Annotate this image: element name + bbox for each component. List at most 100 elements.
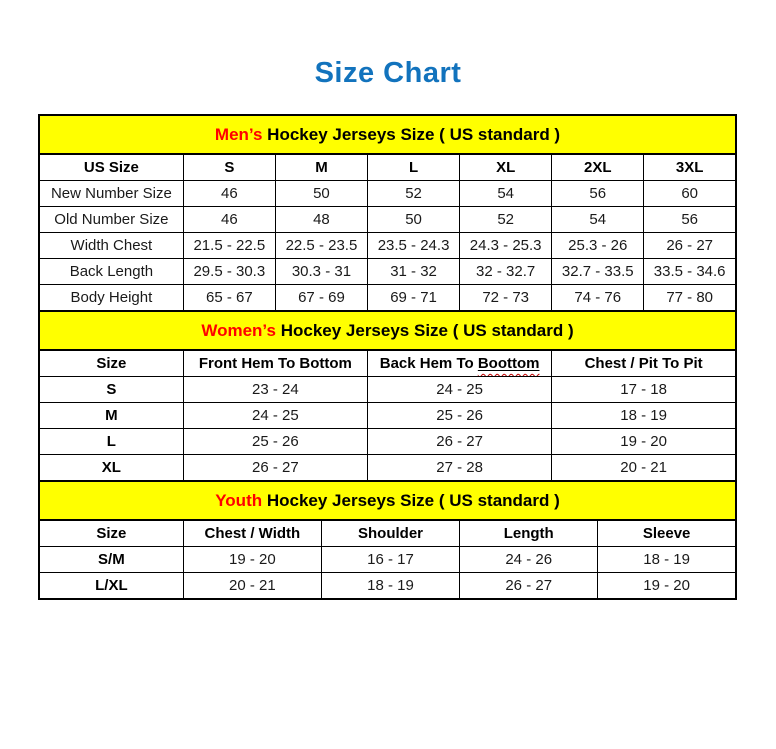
cell: 56 xyxy=(551,180,645,207)
cell: 77 - 80 xyxy=(643,284,737,312)
cell: 29.5 - 30.3 xyxy=(182,258,276,285)
cell: 26 - 27 xyxy=(459,572,599,600)
cell: 19 - 20 xyxy=(597,572,737,600)
table-row: S/M 19 - 20 16 - 17 24 - 26 18 - 19 xyxy=(38,546,737,573)
cell: 17 - 18 xyxy=(551,376,737,403)
womens-table-heading: Women’s Hockey Jerseys Size ( US standar… xyxy=(38,310,737,351)
column-header: Back Hem To Boottom xyxy=(366,349,553,377)
column-header: XL xyxy=(459,153,553,181)
table-row: M 24 - 25 25 - 26 18 - 19 xyxy=(38,402,737,429)
table-row: Old Number Size 46 48 50 52 54 56 xyxy=(38,206,737,233)
row-label: S/M xyxy=(38,546,184,573)
row-label: Old Number Size xyxy=(38,206,184,233)
cell: 26 - 27 xyxy=(182,454,369,482)
column-header: 2XL xyxy=(551,153,645,181)
column-header: Shoulder xyxy=(320,519,461,547)
row-label: XL xyxy=(38,454,184,482)
row-label: Body Height xyxy=(38,284,184,312)
table-row: New Number Size 46 50 52 54 56 60 xyxy=(38,180,737,207)
cell: 25.3 - 26 xyxy=(551,232,645,259)
cell: 26 - 27 xyxy=(366,428,553,455)
mens-heading-row: Men’s Hockey Jerseys Size ( US standard … xyxy=(38,114,737,155)
cell: 50 xyxy=(366,206,461,233)
cell: 33.5 - 34.6 xyxy=(643,258,737,285)
cell: 22.5 - 23.5 xyxy=(274,232,369,259)
misspelled-word: Boottom xyxy=(477,355,540,372)
heading-highlight: Women’s xyxy=(201,320,276,340)
mens-size-table: Men’s Hockey Jerseys Size ( US standard … xyxy=(38,114,737,312)
row-label: M xyxy=(38,402,184,429)
table-row: L 25 - 26 26 - 27 19 - 20 xyxy=(38,428,737,455)
row-label: L/XL xyxy=(38,572,184,600)
heading-rest: Hockey Jerseys Size ( US standard ) xyxy=(262,490,560,510)
column-header: US Size xyxy=(38,153,184,181)
column-header: Size xyxy=(38,349,184,377)
heading-rest: Hockey Jerseys Size ( US standard ) xyxy=(262,124,561,144)
size-tables-container: Men’s Hockey Jerseys Size ( US standard … xyxy=(38,114,737,600)
cell: 48 xyxy=(274,206,369,233)
column-header: Front Hem To Bottom xyxy=(182,349,369,377)
cell: 25 - 26 xyxy=(182,428,369,455)
cell: 16 - 17 xyxy=(320,546,461,573)
cell: 18 - 19 xyxy=(551,402,737,429)
column-header-row: US Size S M L XL 2XL 3XL xyxy=(38,153,737,181)
cell: 19 - 20 xyxy=(551,428,737,455)
heading-highlight: Men’s xyxy=(214,124,263,144)
mens-table-heading: Men’s Hockey Jerseys Size ( US standard … xyxy=(38,114,737,155)
column-header: S xyxy=(182,153,276,181)
row-label: S xyxy=(38,376,184,403)
cell: 46 xyxy=(182,180,276,207)
table-row: S 23 - 24 24 - 25 17 - 18 xyxy=(38,376,737,403)
cell: 52 xyxy=(366,180,461,207)
cell: 32.7 - 33.5 xyxy=(551,258,645,285)
column-header-row: Size Front Hem To Bottom Back Hem To Boott… xyxy=(38,349,737,377)
table-row: Back Length 29.5 - 30.3 30.3 - 31 31 - 32 32… xyxy=(38,258,737,285)
column-header: M xyxy=(274,153,369,181)
cell: 24 - 25 xyxy=(366,376,553,403)
size-chart-page: Size Chart Men’s Hockey Jerseys Size ( U… xyxy=(0,57,776,600)
row-label: New Number Size xyxy=(38,180,184,207)
column-header-row: Size Chest / Width Shoulder Length Sleeve xyxy=(38,519,737,547)
table-row: Width Chest 21.5 - 22.5 22.5 - 23.5 23.5 - … xyxy=(38,232,737,259)
column-header: L xyxy=(366,153,461,181)
cell: 24 - 25 xyxy=(182,402,369,429)
cell: 65 - 67 xyxy=(182,284,276,312)
column-header: Length xyxy=(459,519,599,547)
cell: 24 - 26 xyxy=(459,546,599,573)
table-row: XL 26 - 27 27 - 28 20 - 21 xyxy=(38,454,737,482)
row-label: Back Length xyxy=(38,258,184,285)
cell: 18 - 19 xyxy=(597,546,737,573)
cell: 23.5 - 24.3 xyxy=(366,232,461,259)
cell: 46 xyxy=(182,206,276,233)
cell: 50 xyxy=(274,180,369,207)
heading-rest: Hockey Jerseys Size ( US standard ) xyxy=(275,320,574,340)
page-title: Size Chart xyxy=(314,57,462,89)
column-header: Size xyxy=(38,519,184,547)
cell: 20 - 21 xyxy=(182,572,322,600)
cell: 23 - 24 xyxy=(182,376,369,403)
cell: 74 - 76 xyxy=(551,284,645,312)
cell: 54 xyxy=(551,206,645,233)
column-header: 3XL xyxy=(643,153,737,181)
youth-size-table: Youth Hockey Jerseys Size ( US standard … xyxy=(38,480,737,600)
cell: 32 - 32.7 xyxy=(459,258,553,285)
row-label: L xyxy=(38,428,184,455)
table-row: Body Height 65 - 67 67 - 69 69 - 71 72 - 73 7… xyxy=(38,284,737,312)
cell: 31 - 32 xyxy=(366,258,461,285)
cell: 67 - 69 xyxy=(274,284,369,312)
column-header: Sleeve xyxy=(597,519,737,547)
cell: 72 - 73 xyxy=(459,284,553,312)
womens-size-table: Women’s Hockey Jerseys Size ( US standar… xyxy=(38,310,737,482)
cell: 54 xyxy=(459,180,553,207)
cell: 26 - 27 xyxy=(643,232,737,259)
cell: 56 xyxy=(643,206,737,233)
cell: 69 - 71 xyxy=(366,284,461,312)
cell: 19 - 20 xyxy=(182,546,322,573)
cell: 21.5 - 22.5 xyxy=(182,232,276,259)
row-label: Width Chest xyxy=(38,232,184,259)
cell: 60 xyxy=(643,180,737,207)
cell: 27 - 28 xyxy=(366,454,553,482)
youth-heading-row: Youth Hockey Jerseys Size ( US standard … xyxy=(38,480,737,521)
cell: 20 - 21 xyxy=(551,454,737,482)
cell: 24.3 - 25.3 xyxy=(459,232,553,259)
